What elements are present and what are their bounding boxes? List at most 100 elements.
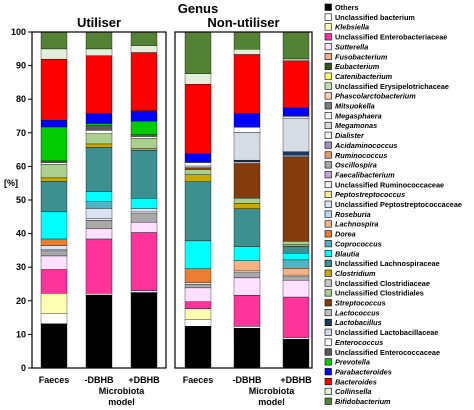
- legend-item: Phascolarctobacterium: [324, 92, 416, 101]
- y-axis-label: [%]: [4, 178, 18, 188]
- legend-item: Prevotella: [324, 358, 370, 367]
- legend-label: Unclassified Enterococcaceae: [335, 348, 440, 357]
- bar-segment: [233, 277, 261, 296]
- legend-label: Unclassified bacterium: [335, 13, 415, 22]
- legend-label: Dorea: [335, 230, 356, 239]
- legend-item: Unclassified Enterobacteriaceae: [324, 33, 447, 42]
- legend-swatch: [324, 33, 332, 41]
- legend-item: Peptostreptococcus: [324, 190, 405, 199]
- bar-segment: [233, 327, 261, 369]
- legend-swatch: [324, 112, 332, 120]
- bar-segment: [85, 218, 113, 221]
- bar-segment: [40, 48, 68, 60]
- bar-segment: [282, 337, 310, 340]
- bar-segment: [40, 293, 68, 314]
- legend-item: Blautia: [324, 249, 359, 258]
- bar-segment: [233, 272, 261, 279]
- legend-item: Unclassified Lachnospiraceae: [324, 259, 440, 268]
- legend-item: Klebsiella: [324, 23, 369, 32]
- bar-segment: [282, 244, 310, 247]
- bar-segment: [40, 249, 68, 252]
- legend-label: Ruminococcus: [335, 151, 387, 160]
- legend-item: Collinsella: [324, 387, 372, 396]
- legend-item: Unclassified Erysipelotrichaceae: [324, 82, 449, 91]
- legend-item: Lachnospira: [324, 220, 378, 229]
- legend-label: Parabacteroides: [335, 367, 392, 376]
- legend-item: Dialister: [324, 131, 365, 140]
- legend-item: Megasphaera: [324, 111, 382, 120]
- bar-segment: [282, 116, 310, 119]
- y-tick-label: 10: [16, 329, 26, 339]
- legend-swatch: [324, 151, 332, 159]
- legend-label: Enterococcus: [335, 338, 383, 347]
- bar-segment: [85, 147, 113, 192]
- legend-swatch: [324, 171, 332, 179]
- bar-segment: [40, 120, 68, 128]
- bar-segment: [233, 203, 261, 209]
- legend-label: Sutterella: [335, 42, 368, 51]
- y-tick-label: 60: [16, 161, 26, 171]
- y-tick-label: 0: [21, 363, 26, 373]
- legend-swatch: [324, 220, 332, 228]
- bar-segment: [130, 198, 158, 209]
- stacked-bar: [282, 31, 310, 369]
- bar-segment: [184, 169, 212, 175]
- bar-segment: [40, 160, 68, 163]
- legend-swatch: [324, 102, 332, 110]
- legend-swatch: [324, 131, 332, 139]
- legend-swatch: [324, 387, 332, 395]
- legend-label: Unclassified Enterobacteriaceae: [335, 33, 447, 42]
- bar-segment: [130, 292, 158, 369]
- stacked-bar: [85, 31, 113, 369]
- panel-frame: [174, 31, 313, 369]
- legend-swatch: [324, 23, 332, 31]
- legend-label: Blautia: [335, 249, 359, 258]
- bar-segment: [40, 177, 68, 182]
- legend-item: Oscillospira: [324, 161, 377, 170]
- bar-segment: [130, 134, 158, 137]
- bar-segment: [233, 159, 261, 163]
- bar-segment: [85, 208, 113, 219]
- legend-label: Unclassified Peptostreptococcaceae: [335, 200, 462, 209]
- bar-segment: [282, 276, 310, 281]
- bar-segment: [40, 31, 68, 50]
- bar-segment: [282, 274, 310, 277]
- legend-swatch: [324, 309, 332, 317]
- bar-segment: [130, 222, 158, 233]
- bar-segment: [233, 198, 261, 204]
- bar-segment: [85, 191, 113, 202]
- legend-swatch: [324, 72, 332, 80]
- bar-segment: [282, 58, 310, 61]
- bar-segment: [282, 117, 310, 153]
- legend-item: Unclassified Clostridiaceae: [324, 279, 430, 288]
- legend-item: Dorea: [324, 230, 356, 239]
- y-tick-label: 90: [16, 61, 26, 71]
- bar-segment: [282, 155, 310, 158]
- bar-segment: [40, 181, 68, 213]
- bar-segment: [184, 162, 212, 167]
- bar-segment: [85, 294, 113, 369]
- bar-segment: [184, 167, 212, 170]
- bar-segment: [40, 245, 68, 250]
- legend-item: Catenibacterium: [324, 72, 393, 81]
- bar-segment: [233, 127, 261, 133]
- legend-label: Klebsiella: [335, 23, 369, 32]
- bar-segment: [40, 255, 68, 270]
- legend-label: Peptostreptococcus: [335, 190, 405, 199]
- bar-segment: [282, 296, 310, 338]
- bar-segment: [184, 165, 212, 168]
- bar-segment: [130, 110, 158, 122]
- bar-segment: [233, 163, 261, 199]
- category-label: +DBHB: [280, 375, 312, 385]
- bar-segment: [130, 148, 158, 151]
- legend-swatch: [324, 210, 332, 218]
- bar-segment: [85, 201, 113, 209]
- legend-label: Oscillospira: [335, 161, 377, 170]
- legend-label: Unclassified Lachnospiraceae: [335, 259, 440, 268]
- chart-title: Genus: [178, 1, 218, 16]
- legend-swatch: [324, 161, 332, 169]
- legend-swatch: [324, 3, 332, 11]
- legend-item: Unclassified bacterium: [324, 13, 415, 22]
- bar-segment: [40, 126, 68, 162]
